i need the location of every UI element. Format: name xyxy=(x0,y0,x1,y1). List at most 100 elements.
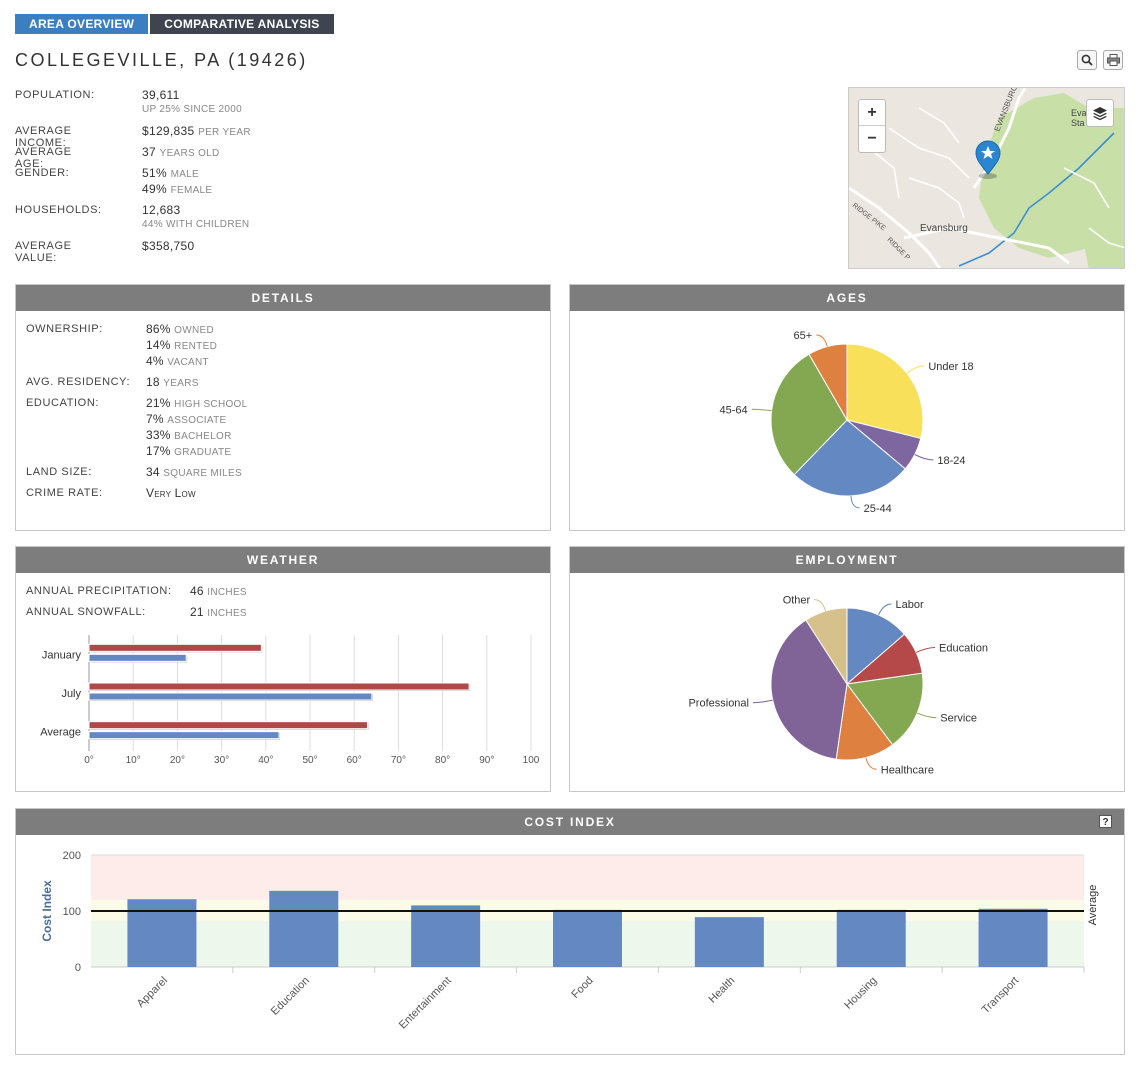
age-value-wrap: 37 YEARS OLD xyxy=(142,145,220,159)
cost-y-tick-label: 0 xyxy=(75,962,81,974)
weather-bar-january-0[interactable] xyxy=(88,643,262,652)
help-button[interactable]: ? xyxy=(1099,815,1112,828)
weather-category-january: January xyxy=(42,649,82,661)
details-header: DETAILS xyxy=(16,285,550,311)
male-wrap: 51% MALE xyxy=(142,166,199,180)
households-children: 44% WITH CHILDREN xyxy=(142,219,250,230)
ages-slice-65[interactable] xyxy=(808,343,848,422)
employment-connector-professional xyxy=(753,699,773,704)
weather-x-tick-label: 100 xyxy=(523,755,540,766)
snowfall-unit: INCHES xyxy=(207,608,247,619)
rented-unit: RENTED xyxy=(174,341,218,352)
layers-button[interactable] xyxy=(1086,99,1114,127)
land-size-unit: SQUARE MILES xyxy=(163,468,242,479)
households-value: 12,683 xyxy=(142,203,181,217)
ownership-owned: 86% OWNED xyxy=(146,322,214,336)
creek xyxy=(958,132,1115,267)
crime-rate-label: CRIME RATE: xyxy=(26,487,103,499)
education-associate: 7% ASSOCIATE xyxy=(146,412,227,426)
cost-index-bar-chart: 0 100 200 Apparel Education Entertainment Food… xyxy=(40,850,1099,1032)
map-label-station-2: Sta xyxy=(1071,118,1085,128)
cost-category-health: Health xyxy=(707,975,738,1006)
location-marker-icon[interactable] xyxy=(975,140,1001,179)
weather-category-july: July xyxy=(61,688,81,700)
cost-category-transport: Transport xyxy=(980,975,1021,1016)
education-bachelor: 33% BACHELOR xyxy=(146,428,232,442)
population-growth: UP 25% SINCE 2000 xyxy=(142,104,242,115)
education-high-school: 21% HIGH SCHOOL xyxy=(146,396,247,410)
cost-bar-entertainment[interactable] xyxy=(411,905,481,967)
ages-connector-65 xyxy=(816,334,828,347)
weather-x-tick-label: 80° xyxy=(435,755,450,766)
tab-area-overview[interactable]: AREA OVERVIEW xyxy=(15,14,149,34)
map-label-station-1: Eva xyxy=(1071,108,1087,118)
assoc-unit: ASSOCIATE xyxy=(167,415,227,426)
cost-bar-apparel[interactable] xyxy=(127,899,197,967)
cost-index-header: COST INDEX xyxy=(16,809,1124,835)
snowfall-label: ANNUAL SNOWFALL: xyxy=(26,606,146,618)
weather-bar-average-1[interactable] xyxy=(88,731,280,740)
search-button[interactable] xyxy=(1077,50,1097,70)
weather-bar-july-1[interactable] xyxy=(88,692,373,701)
education-graduate: 17% GRADUATE xyxy=(146,444,231,458)
zoom-out-button[interactable]: − xyxy=(867,130,877,147)
area-map[interactable]: EVANSBURG RIDGE PIKE RIDGE P Evansburg E… xyxy=(848,87,1125,269)
cost-bar-transport[interactable] xyxy=(978,908,1048,967)
employment-label-labor: Labor xyxy=(896,599,924,611)
education-label: EDUCATION: xyxy=(26,397,100,409)
cost-bar-food[interactable] xyxy=(553,909,622,967)
cost-y-axis-label: Cost Index xyxy=(40,880,54,942)
ages-slice-under-18[interactable] xyxy=(846,343,924,439)
printer-icon xyxy=(1106,54,1120,66)
cost-y-tick-label: 200 xyxy=(63,850,81,862)
road-minor-5 xyxy=(868,147,900,199)
ages-pie-chart: Under 18 18-24 25-44 45-64 65+ xyxy=(720,330,974,515)
land-size-value: 34 xyxy=(146,465,160,479)
crime-rate-value: Very Low xyxy=(146,486,196,500)
tab-comparative-analysis[interactable]: COMPARATIVE ANALYSIS xyxy=(150,14,334,34)
age-unit: YEARS OLD xyxy=(159,148,220,159)
population-label: POPULATION: xyxy=(15,89,95,101)
weather-x-tick-label: 20° xyxy=(170,755,185,766)
weather-bar-july-0[interactable] xyxy=(88,682,470,691)
assoc-value: 7% xyxy=(146,412,164,426)
cost-bar-education[interactable] xyxy=(269,890,339,967)
weather-x-tick-label: 30° xyxy=(214,755,229,766)
employment-connector-labor xyxy=(878,603,892,616)
zoom-in-button[interactable]: + xyxy=(859,100,885,126)
cost-category-housing: Housing xyxy=(842,975,879,1012)
weather-category-average: Average xyxy=(40,727,81,739)
bach-value: 33% xyxy=(146,428,171,442)
weather-x-tick-label: 40° xyxy=(258,755,273,766)
employment-panel: EMPLOYMENT Labor Education Service Healthca… xyxy=(569,546,1125,792)
cost-y-tick-label: 100 xyxy=(63,906,81,918)
road-main xyxy=(903,226,1070,265)
income-unit: PER YEAR xyxy=(198,127,251,138)
ownership-vacant: 4% VACANT xyxy=(146,354,209,368)
female-wrap: 49% FEMALE xyxy=(142,182,212,196)
print-button[interactable] xyxy=(1103,50,1123,70)
ages-panel: AGES Under 18 18-24 25-44 45-64 65+ xyxy=(569,284,1125,531)
households-label: HOUSEHOLDS: xyxy=(15,204,102,216)
cost-bar-housing[interactable] xyxy=(836,909,906,967)
cost-bar-health[interactable] xyxy=(694,917,764,967)
employment-label-healthcare: Healthcare xyxy=(881,764,934,776)
cost-band-2 xyxy=(91,855,1084,900)
employment-slice-labor[interactable] xyxy=(846,607,906,686)
employment-connector-education xyxy=(915,646,936,653)
ages-slice-25-44[interactable] xyxy=(793,419,906,497)
ages-header: AGES xyxy=(570,285,1124,311)
weather-bar-chart: 0° 10° 20° 30° 40° 50° 60° 70° 80° 90° 100 January J… xyxy=(40,635,540,766)
employment-slice-healthcare[interactable] xyxy=(835,682,894,761)
population-value: 39,611 xyxy=(142,88,180,102)
cost-category-food: Food xyxy=(569,975,595,1001)
employment-connector-healthcare xyxy=(865,757,877,770)
grad-unit: GRADUATE xyxy=(174,447,232,458)
employment-slice-service[interactable] xyxy=(846,672,924,746)
zoom-control: + − xyxy=(858,99,886,153)
residency-unit: YEARS xyxy=(163,378,199,389)
hs-unit: HIGH SCHOOL xyxy=(174,399,248,410)
weather-x-tick-label: 70° xyxy=(391,755,406,766)
weather-bar-average-0[interactable] xyxy=(88,721,368,730)
weather-bar-january-1[interactable] xyxy=(88,653,187,662)
